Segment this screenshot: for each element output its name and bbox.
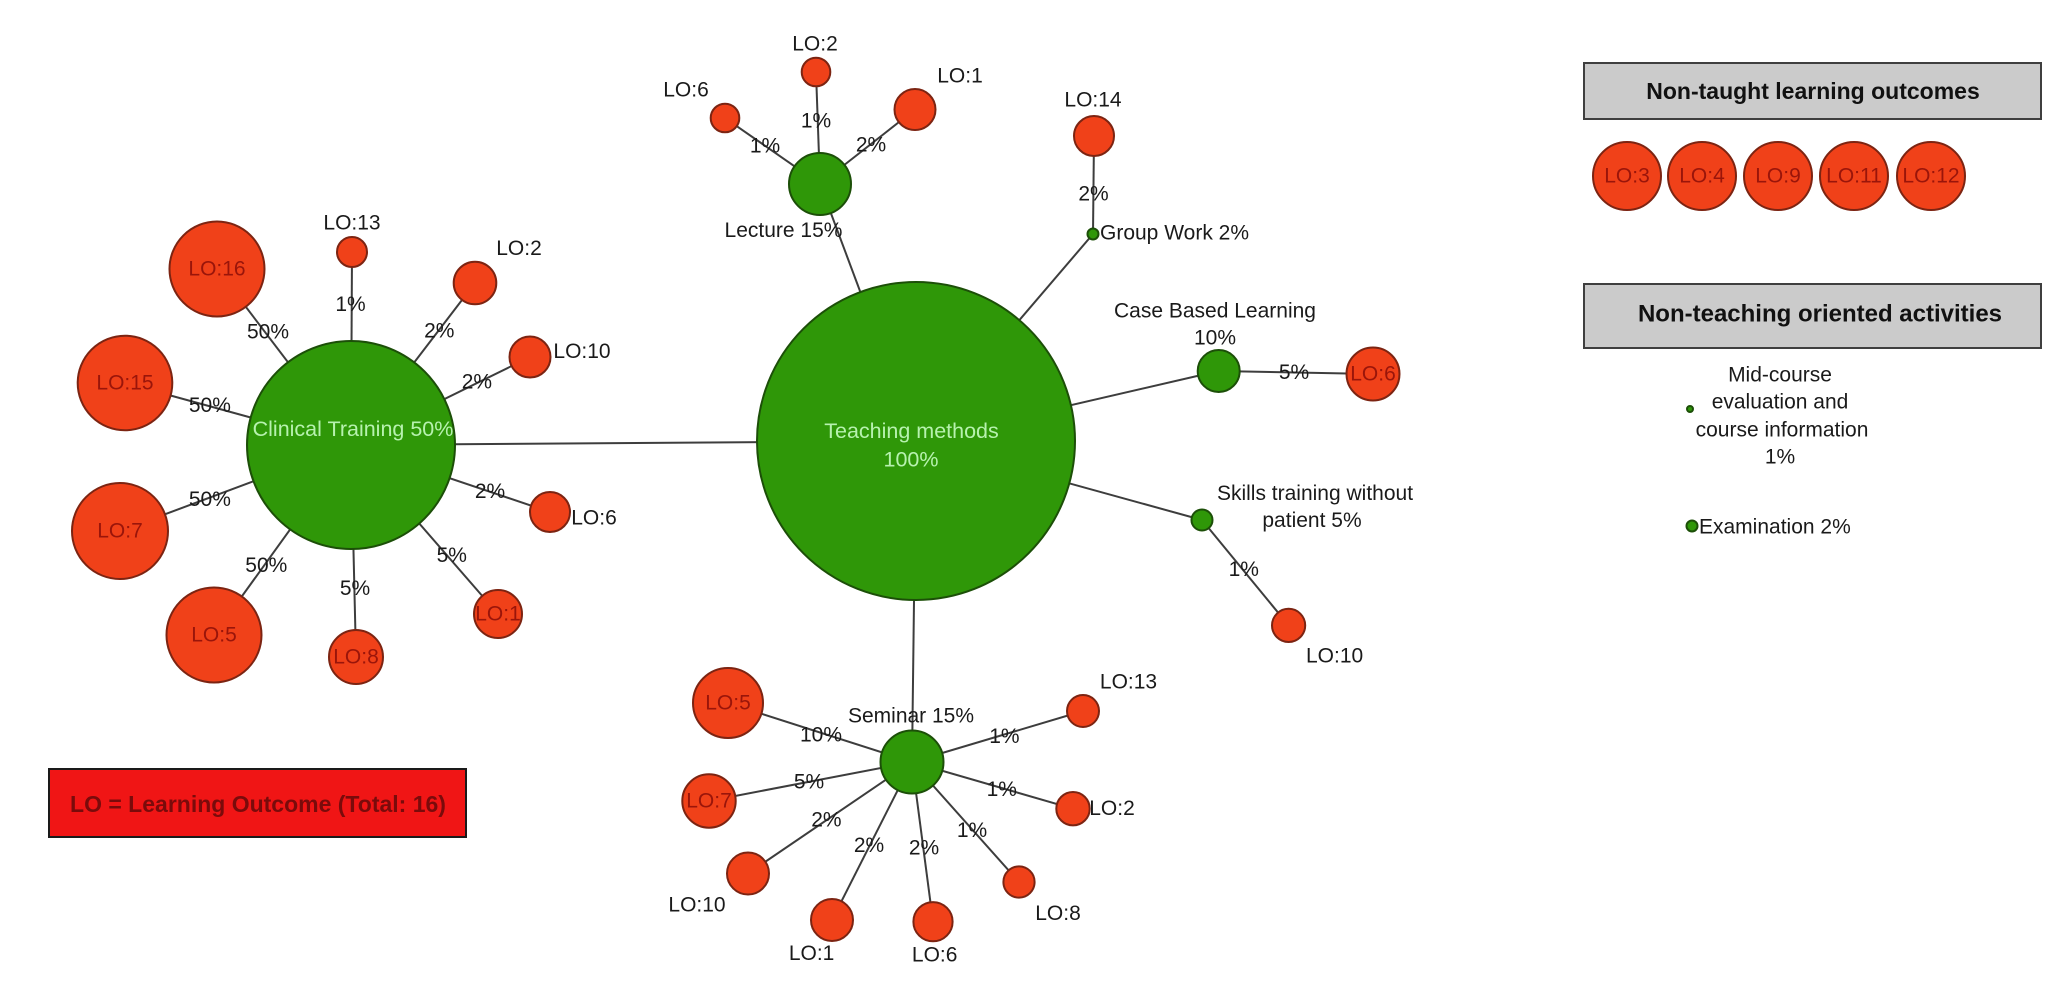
svg-text:2%: 2% [856, 134, 886, 157]
svg-text:LO:10: LO:10 [1306, 645, 1363, 668]
svg-text:LO:2: LO:2 [1089, 797, 1135, 820]
svg-text:1%: 1% [750, 135, 780, 158]
svg-text:LO:4: LO:4 [1679, 165, 1725, 188]
svg-text:1%: 1% [801, 110, 831, 133]
svg-text:LO:10: LO:10 [553, 340, 610, 363]
svg-text:1%: 1% [987, 778, 1017, 801]
svg-text:LO:1: LO:1 [937, 65, 983, 88]
svg-text:LO:11: LO:11 [1826, 165, 1882, 188]
svg-text:LO:13: LO:13 [1100, 671, 1157, 694]
svg-text:2%: 2% [424, 319, 454, 342]
svg-text:LO:7: LO:7 [97, 520, 143, 543]
svg-text:course information: course information [1696, 419, 1869, 442]
svg-text:patient 5%: patient 5% [1262, 509, 1361, 532]
svg-text:Non-teaching oriented activiti: Non-teaching oriented activities [1638, 301, 2002, 328]
svg-text:50%: 50% [189, 488, 231, 511]
svg-text:5%: 5% [1279, 361, 1309, 384]
svg-text:Clinical Training 50%: Clinical Training 50% [253, 417, 454, 441]
svg-text:2%: 2% [1078, 183, 1108, 206]
svg-text:LO:1: LO:1 [789, 942, 835, 965]
svg-text:LO:12: LO:12 [1902, 165, 1959, 188]
svg-text:Case Based Learning: Case Based Learning [1114, 300, 1316, 323]
svg-text:LO = Learning Outcome (Total:: LO = Learning Outcome (Total: 16) [70, 791, 446, 817]
svg-text:5%: 5% [340, 577, 370, 600]
svg-text:Skills training without: Skills training without [1217, 482, 1413, 505]
svg-text:LO:8: LO:8 [1035, 902, 1081, 925]
svg-text:1%: 1% [1229, 558, 1259, 581]
svg-text:Group Work 2%: Group Work 2% [1100, 222, 1249, 245]
svg-text:10%: 10% [1194, 327, 1236, 350]
svg-text:Seminar 15%: Seminar 15% [848, 705, 974, 728]
svg-text:10%: 10% [800, 724, 842, 747]
svg-text:1%: 1% [1765, 446, 1795, 469]
svg-text:evaluation and: evaluation and [1712, 391, 1849, 414]
svg-text:1%: 1% [335, 293, 365, 316]
svg-text:2%: 2% [811, 809, 841, 832]
svg-text:5%: 5% [437, 544, 467, 567]
svg-text:2%: 2% [462, 371, 492, 394]
svg-text:LO:6: LO:6 [571, 507, 617, 530]
svg-text:LO:8: LO:8 [333, 646, 379, 669]
svg-text:LO:14: LO:14 [1064, 89, 1122, 112]
svg-text:50%: 50% [189, 394, 231, 417]
svg-text:50%: 50% [245, 554, 287, 577]
svg-text:LO:5: LO:5 [705, 692, 751, 715]
svg-text:Mid-course: Mid-course [1728, 364, 1832, 387]
svg-text:1%: 1% [989, 725, 1019, 748]
svg-text:LO:2: LO:2 [496, 237, 542, 260]
svg-text:2%: 2% [475, 480, 505, 503]
svg-text:LO:15: LO:15 [96, 372, 153, 395]
svg-text:Non-taught learning outcomes: Non-taught learning outcomes [1646, 78, 1980, 104]
svg-text:Teaching methods: Teaching methods [824, 419, 999, 443]
svg-text:Examination 2%: Examination 2% [1699, 516, 1851, 539]
svg-text:2%: 2% [854, 834, 884, 857]
svg-text:LO:1: LO:1 [475, 603, 521, 626]
svg-text:5%: 5% [794, 771, 824, 794]
svg-text:LO:16: LO:16 [188, 258, 245, 281]
svg-text:LO:13: LO:13 [323, 212, 380, 235]
svg-text:2%: 2% [909, 837, 939, 860]
svg-text:LO:5: LO:5 [191, 624, 237, 647]
svg-text:LO:6: LO:6 [912, 944, 958, 967]
svg-text:Lecture 15%: Lecture 15% [725, 219, 843, 242]
svg-text:LO:6: LO:6 [1350, 363, 1396, 386]
svg-text:50%: 50% [247, 321, 289, 344]
svg-text:LO:7: LO:7 [686, 790, 732, 813]
svg-text:1%: 1% [957, 819, 987, 842]
svg-text:LO:9: LO:9 [1755, 165, 1801, 188]
svg-text:LO:10: LO:10 [668, 894, 725, 917]
svg-text:LO:6: LO:6 [663, 79, 709, 102]
svg-text:100%: 100% [884, 448, 939, 472]
svg-text:LO:3: LO:3 [1604, 165, 1650, 188]
svg-text:LO:2: LO:2 [792, 33, 838, 56]
